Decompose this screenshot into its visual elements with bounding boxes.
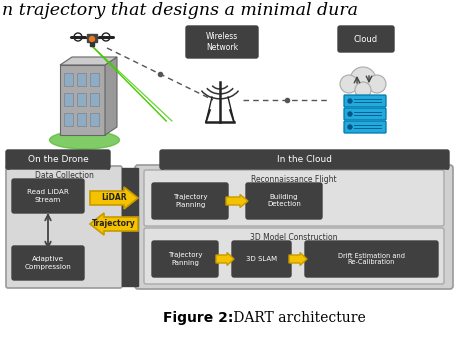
Text: Building
Detection: Building Detection (267, 194, 301, 208)
FancyBboxPatch shape (135, 165, 453, 289)
Text: Wireless
Network: Wireless Network (206, 32, 238, 52)
Text: LiDAR: LiDAR (101, 193, 127, 202)
FancyBboxPatch shape (12, 246, 84, 280)
Bar (90, 113, 99, 126)
Ellipse shape (49, 131, 120, 149)
Text: 3D SLAM: 3D SLAM (246, 256, 277, 262)
Circle shape (348, 112, 352, 116)
Text: Read LiDAR
Stream: Read LiDAR Stream (27, 190, 69, 202)
Bar (77, 73, 86, 86)
Circle shape (355, 82, 371, 98)
Text: n trajectory that designs a minimal dura: n trajectory that designs a minimal dura (2, 2, 358, 19)
Text: Reconnaissance Flight: Reconnaissance Flight (251, 174, 337, 183)
FancyBboxPatch shape (232, 241, 291, 277)
Text: DART architecture: DART architecture (229, 311, 366, 325)
Circle shape (350, 67, 376, 93)
FancyBboxPatch shape (152, 241, 218, 277)
Text: Adaptive
Compression: Adaptive Compression (25, 256, 71, 270)
Bar (77, 93, 86, 106)
Bar (87, 34, 97, 42)
FancyBboxPatch shape (144, 170, 444, 226)
FancyBboxPatch shape (6, 150, 110, 169)
FancyArrow shape (90, 187, 138, 209)
Circle shape (340, 75, 358, 93)
Text: Figure 2:: Figure 2: (163, 311, 234, 325)
FancyBboxPatch shape (144, 228, 444, 284)
Text: Cloud: Cloud (354, 35, 378, 44)
Circle shape (89, 36, 94, 42)
Text: Drift Estimation and
Re-Calibration: Drift Estimation and Re-Calibration (338, 253, 405, 265)
FancyBboxPatch shape (152, 183, 228, 219)
Bar (90, 42, 94, 46)
FancyBboxPatch shape (344, 95, 386, 107)
FancyArrow shape (90, 213, 138, 235)
Text: In the Cloud: In the Cloud (277, 155, 332, 164)
Polygon shape (60, 65, 105, 135)
FancyBboxPatch shape (246, 183, 322, 219)
FancyArrow shape (289, 253, 307, 265)
FancyBboxPatch shape (338, 26, 394, 52)
Text: On the Drone: On the Drone (27, 155, 88, 164)
Circle shape (348, 99, 352, 103)
FancyBboxPatch shape (6, 166, 122, 288)
Circle shape (348, 125, 352, 129)
FancyBboxPatch shape (12, 179, 84, 213)
FancyArrow shape (216, 253, 234, 265)
Bar (77, 113, 86, 126)
Circle shape (368, 75, 386, 93)
Polygon shape (60, 57, 117, 65)
FancyBboxPatch shape (305, 241, 438, 277)
Text: 3D Model Construction: 3D Model Construction (250, 233, 338, 242)
FancyBboxPatch shape (344, 108, 386, 120)
Bar (122, 168, 138, 286)
Bar (64, 113, 73, 126)
FancyBboxPatch shape (186, 26, 258, 58)
Text: Data Collection: Data Collection (34, 171, 93, 180)
FancyBboxPatch shape (160, 150, 449, 169)
Polygon shape (105, 57, 117, 135)
FancyArrow shape (226, 194, 248, 208)
Bar (64, 93, 73, 106)
Bar (64, 73, 73, 86)
Bar (90, 93, 99, 106)
FancyBboxPatch shape (344, 121, 386, 133)
Bar (90, 73, 99, 86)
Text: Trajectory
Panning: Trajectory Panning (168, 253, 202, 265)
Text: Trajectory
Planning: Trajectory Planning (173, 194, 207, 208)
Text: Trajectory: Trajectory (92, 219, 136, 228)
